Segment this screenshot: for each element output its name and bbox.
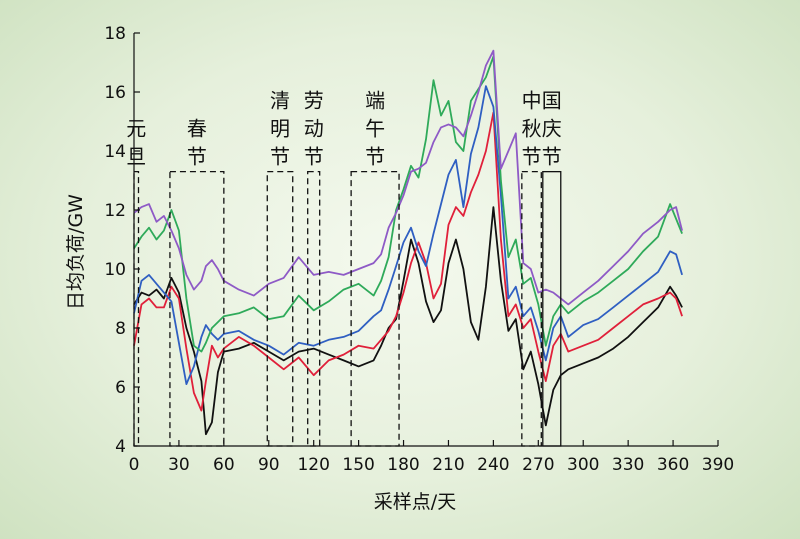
holiday-label-char: 端 — [365, 89, 385, 113]
x-tick-label: 90 — [258, 455, 280, 475]
y-tick-label: 14 — [104, 142, 126, 162]
x-tick-label: 0 — [129, 455, 140, 475]
x-tick-label: 360 — [657, 455, 689, 475]
holiday-label-char: 明 — [270, 117, 290, 141]
holiday-label-char: 动 — [304, 117, 324, 141]
holiday-label-char: 春 — [187, 117, 207, 141]
series-layer — [133, 49, 683, 436]
y-tick-label: 16 — [104, 83, 126, 103]
y-tick-label: 6 — [115, 378, 126, 398]
holiday-box — [169, 170, 225, 447]
x-tick-label: 120 — [297, 455, 329, 475]
holiday-label-char: 午 — [365, 117, 385, 141]
x-tick-label: 390 — [702, 455, 734, 475]
holiday-label-char: 节 — [542, 145, 562, 169]
holiday-label-char: 清 — [270, 89, 290, 113]
x-tick-label: 300 — [567, 455, 599, 475]
y-tick-label: 4 — [115, 437, 126, 457]
x-tick-label: 270 — [522, 455, 554, 475]
x-tick-label: 150 — [342, 455, 374, 475]
holiday-label-char: 节 — [522, 145, 542, 169]
x-tick-label: 240 — [477, 455, 509, 475]
x-tick-label: 60 — [213, 455, 235, 475]
x-tick-label: 330 — [612, 455, 644, 475]
holiday-label-char: 庆 — [542, 117, 562, 141]
holiday-label-char: 秋 — [522, 117, 542, 141]
holiday-label-char: 中 — [522, 89, 542, 113]
holiday-label-char: 节 — [187, 145, 207, 169]
holiday-label-char: 劳 — [304, 89, 324, 113]
holiday-label-char: 国 — [542, 89, 562, 113]
x-axis-title: 采样点/天 — [374, 491, 456, 513]
y-tick-label: 10 — [104, 260, 126, 280]
holiday-label-char: 旦 — [126, 145, 146, 169]
series-line-5 — [133, 49, 683, 306]
y-tick-label: 12 — [104, 201, 126, 221]
holiday-box — [350, 170, 400, 447]
holiday-label-char: 元 — [126, 117, 146, 141]
series-line-1 — [133, 206, 683, 436]
series-line-4 — [133, 55, 683, 353]
y-axis-title: 日均负荷/GW — [65, 194, 87, 310]
holiday-label-char: 节 — [304, 145, 324, 169]
y-tick-label: 8 — [115, 319, 126, 339]
x-tick-label: 30 — [168, 455, 190, 475]
y-tick-label: 18 — [104, 24, 126, 44]
holiday-label-char: 节 — [270, 145, 290, 169]
x-tick-label: 210 — [432, 455, 464, 475]
x-tick-label: 180 — [387, 455, 419, 475]
holiday-label-char: 节 — [365, 145, 385, 169]
series-line-3 — [133, 85, 683, 386]
series-line-2 — [133, 111, 683, 412]
